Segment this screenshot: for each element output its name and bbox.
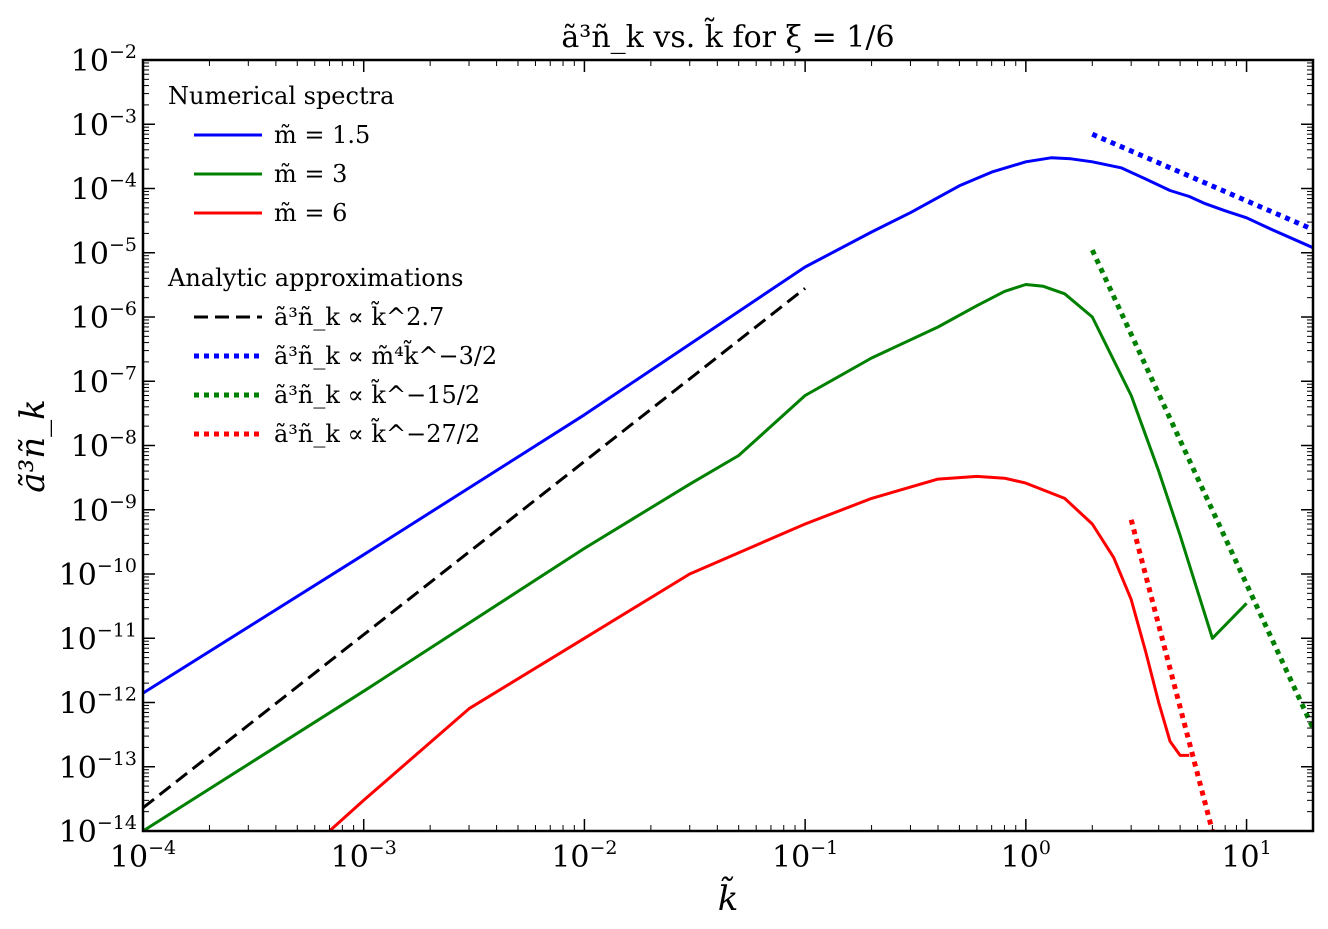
x-tick-label: 100 <box>1001 837 1051 875</box>
series-fit-red <box>1128 519 1215 831</box>
y-tick-label: 10−3 <box>71 105 137 143</box>
y-tick-label: 10−5 <box>71 234 137 272</box>
series-layer <box>143 131 1313 831</box>
y-tick-label-exp: −13 <box>97 748 137 770</box>
y-tick-label: 10−12 <box>59 684 137 722</box>
series-m1-5 <box>143 156 1313 695</box>
x-tick-label-base: 10 <box>1001 840 1039 875</box>
x-tick-label-base: 10 <box>551 840 589 875</box>
y-tick-label-exp: −12 <box>97 684 137 706</box>
y-tick-label-exp: −4 <box>109 170 137 192</box>
legend-entry-label: m̃ = 6 <box>274 199 347 227</box>
y-axis-title: ã³ñ_k <box>13 399 53 492</box>
y-tick-label: 10−10 <box>59 555 137 593</box>
x-tick-label: 101 <box>1221 837 1271 875</box>
ticks-layer: 10−4 10−3 10−2 10−1 100 10110−1410−1310−1210−… <box>59 41 1313 875</box>
series-fit-blue <box>1091 131 1313 232</box>
x-tick-label-exp: −3 <box>369 837 397 859</box>
y-tick-label-base: 10 <box>59 815 97 850</box>
x-tick-label-exp: 1 <box>1260 837 1272 859</box>
y-tick-label: 10−14 <box>59 812 137 850</box>
y-tick-label-exp: −14 <box>97 812 137 834</box>
plot-frame <box>141 58 1315 833</box>
y-tick-label: 10−13 <box>59 748 137 786</box>
legend-section-title: Numerical spectra <box>168 82 394 110</box>
x-tick-label-exp: −4 <box>148 837 176 859</box>
x-tick-label-base: 10 <box>1221 840 1259 875</box>
series-fit-green <box>1090 249 1313 730</box>
y-tick-label-base: 10 <box>71 494 109 529</box>
y-tick-label: 10−6 <box>71 298 137 336</box>
y-tick-label-base: 10 <box>71 430 109 465</box>
legend-entry-label: ã³ñ_k ∝ k̃^2.7 <box>274 300 444 331</box>
y-tick-label-base: 10 <box>59 751 97 786</box>
y-tick-label: 10−2 <box>71 41 137 79</box>
series-m6 <box>328 474 1190 831</box>
y-tick-label: 10−9 <box>71 491 137 529</box>
y-tick-label: 10−8 <box>71 427 137 465</box>
y-tick-label-exp: −2 <box>109 41 137 63</box>
x-tick-label-base: 10 <box>331 840 369 875</box>
y-tick-label: 10−11 <box>59 619 137 657</box>
y-tick-label-exp: −8 <box>109 427 137 449</box>
y-tick-label-base: 10 <box>59 622 97 657</box>
y-tick-label-base: 10 <box>59 687 97 722</box>
series-m3 <box>143 283 1248 831</box>
y-tick-label-exp: −5 <box>109 234 137 256</box>
legend-entry-label: ã³ñ_k ∝ m̃⁴k̃^−3/2 <box>274 339 497 370</box>
x-tick-label: 10−2 <box>551 837 617 875</box>
y-tick-label-exp: −11 <box>97 619 137 641</box>
y-tick-label: 10−4 <box>71 170 137 208</box>
x-axis-title: k̃ <box>718 876 739 919</box>
legend: Numerical spectra m̃ = 1.5 m̃ = 3 m̃ = 6 Ana… <box>167 82 497 448</box>
y-tick-label-exp: −10 <box>97 555 137 577</box>
y-tick-label-exp: −6 <box>109 298 137 320</box>
x-tick-label: 10−4 <box>110 837 176 875</box>
legend-entry-label: ã³ñ_k ∝ k̃^−15/2 <box>274 378 480 409</box>
legend-entry-label: m̃ = 3 <box>274 160 347 188</box>
x-tick-label-exp: 0 <box>1039 837 1051 859</box>
legend-entry-label: ã³ñ_k ∝ k̃^−27/2 <box>274 417 480 448</box>
y-tick-label-exp: −3 <box>109 105 137 127</box>
y-tick-label-base: 10 <box>71 44 109 79</box>
y-tick-label-base: 10 <box>71 365 109 400</box>
y-tick-label-base: 10 <box>71 108 109 143</box>
y-tick-label-base: 10 <box>71 301 109 336</box>
chart-title: ã³ñ_k vs. k̃ for ξ = 1/6 <box>561 17 894 55</box>
legend-section-title: Analytic approximations <box>167 264 464 292</box>
y-tick-label-exp: −9 <box>109 491 137 513</box>
x-tick-label-base: 10 <box>772 840 810 875</box>
x-tick-label-exp: −2 <box>590 837 618 859</box>
y-tick-label: 10−7 <box>71 362 137 400</box>
x-tick-label-base: 10 <box>110 840 148 875</box>
x-tick-label: 10−1 <box>772 837 838 875</box>
y-tick-label-base: 10 <box>71 237 109 272</box>
y-tick-label-base: 10 <box>71 173 109 208</box>
legend-entry-label: m̃ = 1.5 <box>274 121 370 149</box>
x-tick-label: 10−3 <box>331 837 397 875</box>
series-fit-2-7 <box>143 287 807 809</box>
x-tick-label-exp: −1 <box>810 837 838 859</box>
y-tick-label-base: 10 <box>59 558 97 593</box>
y-tick-label-exp: −7 <box>109 362 137 384</box>
